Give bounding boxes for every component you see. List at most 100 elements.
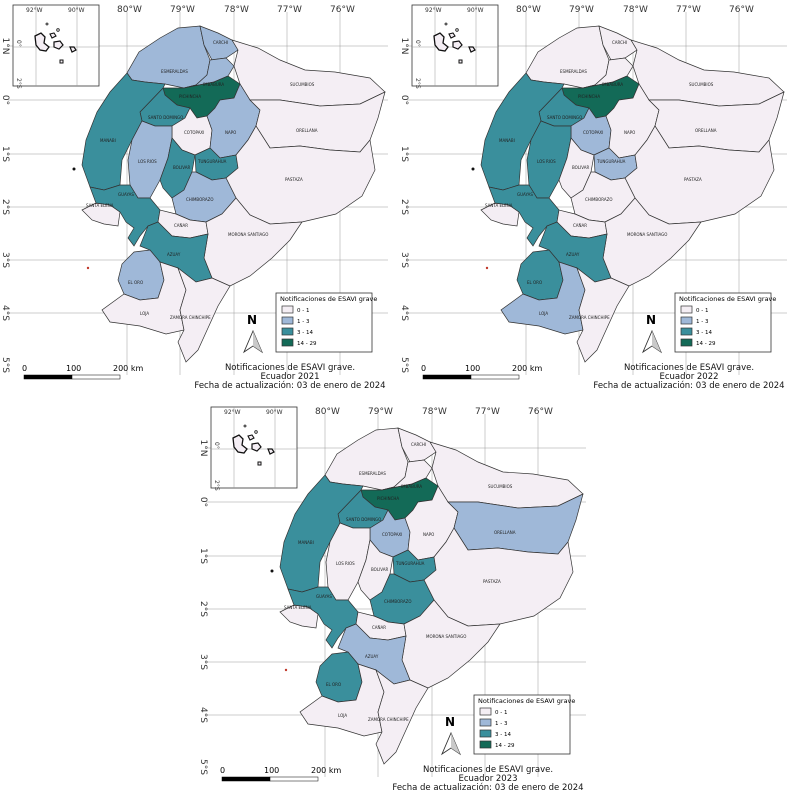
province-labels: ESMERALDAS CARCHI IMBABURA PICHINCHA SUC… <box>86 40 318 320</box>
province-label: MORONA SANTIAGO <box>627 232 667 237</box>
legend-label: 0 - 1 <box>297 308 309 314</box>
lon-ticks: 80°W 79°W 78°W 77°W 76°W <box>117 5 355 15</box>
province-label: SANTA ELENA <box>485 203 513 208</box>
lon-tick: 79°W <box>569 5 594 15</box>
island-small <box>444 22 448 26</box>
scale-label: 200 km <box>113 364 143 373</box>
province-zamora-chinchipe[interactable] <box>375 668 429 765</box>
north-label: N <box>247 313 257 327</box>
island-santiago <box>49 32 57 39</box>
coast-point-marker <box>72 167 76 171</box>
province-label: ZAMORA CHINCHIPE <box>170 315 211 320</box>
scale-label: 200 km <box>512 364 542 373</box>
province-sucumbios[interactable] <box>429 441 584 509</box>
province-label: CARCHI <box>213 40 228 45</box>
inset-lon-tick: 92°W <box>425 7 442 14</box>
scale-bar: 0 100 200 km <box>22 364 143 380</box>
map-panel-2021: 80°W 79°W 78°W 77°W 76°W 1°N 0° 1°S 2°S … <box>0 0 390 395</box>
province-sucumbios[interactable] <box>231 39 386 107</box>
legend-swatch <box>281 305 294 314</box>
lat-tick: 4°S <box>399 305 409 321</box>
galapagos-inset: 92°W 90°W 0° 2°S <box>411 4 499 89</box>
inset-lon-tick: 90°W <box>467 7 484 14</box>
province-carchi[interactable] <box>598 25 638 61</box>
lat-tick: 0° <box>0 95 10 105</box>
scale-label: 0 <box>22 364 27 373</box>
province-label: SUCUMBIOS <box>290 82 315 87</box>
province-label: EL ORO <box>128 280 143 285</box>
inset-lon-tick: 90°W <box>266 409 283 416</box>
province-label: SANTA ELENA <box>86 203 114 208</box>
island-santiago <box>448 32 456 39</box>
map-date: Fecha de actualización: 03 de enero de 2… <box>593 380 784 391</box>
province-carchi[interactable] <box>397 427 437 463</box>
province-label: LOJA <box>140 311 149 316</box>
island-small <box>56 28 60 32</box>
island-isabela <box>232 434 248 454</box>
legend-label: 3 - 14 <box>297 330 313 336</box>
province-guayas[interactable] <box>488 184 560 247</box>
caption: Notificaciones de ESAVI grave. Ecuador 2… <box>392 765 583 793</box>
map-subtitle: Ecuador 2021 <box>260 372 319 382</box>
lat-ticks: 1°N 0° 1°S 2°S 3°S 4°S 5°S <box>198 440 208 776</box>
lat-tick: 2°S <box>399 199 409 215</box>
island-santa-cruz <box>452 40 463 50</box>
province-label: EL ORO <box>527 280 542 285</box>
province-label: EL ORO <box>326 682 341 687</box>
lon-tick: 77°W <box>676 5 701 15</box>
province-label: CARCHI <box>612 40 627 45</box>
legend-swatch <box>479 729 492 738</box>
legend-label: 1 - 3 <box>297 319 310 325</box>
province-sucumbios[interactable] <box>630 39 785 107</box>
province-label: TUNGURAHUA <box>197 159 227 164</box>
province-label: ESMERALDAS <box>560 69 587 74</box>
province-label: ZAMORA CHINCHIPE <box>569 315 610 320</box>
inset-lat-tick: 2°S <box>213 480 220 491</box>
lat-tick: 3°S <box>399 252 409 268</box>
province-label: BOLIVAR <box>572 165 589 170</box>
province-label: CHIMBORAZO <box>384 599 412 604</box>
lon-tick: 76°W <box>528 407 553 417</box>
island-san-cristobal <box>69 46 77 53</box>
province-zamora-chinchipe[interactable] <box>576 266 630 363</box>
province-label: PASTAZA <box>684 177 702 182</box>
scale-label: 100 <box>264 766 279 775</box>
legend-title: Notificaciones de ESAVI grave <box>280 295 377 303</box>
province-label: AZUAY <box>365 654 379 659</box>
province-esmeraldas[interactable] <box>525 25 610 89</box>
lon-tick: 80°W <box>315 407 340 417</box>
province-label: CAÑAR <box>372 625 386 630</box>
inset-lat-tick: 0° <box>15 40 22 47</box>
province-manabi[interactable] <box>279 474 364 593</box>
scale-label: 0 <box>220 766 225 775</box>
province-esmeraldas[interactable] <box>126 25 211 89</box>
province-carchi[interactable] <box>199 25 239 61</box>
province-guayas[interactable] <box>89 184 161 247</box>
province-label: PICHINCHA <box>578 94 600 99</box>
province-label: ESMERALDAS <box>161 69 188 74</box>
province-manabi[interactable] <box>480 72 565 191</box>
province-label: IMBABURA <box>401 484 422 489</box>
province-guayas[interactable] <box>287 586 359 649</box>
province-label: NAPO <box>624 130 635 135</box>
legend-swatch <box>479 740 492 749</box>
inset-lon-tick: 90°W <box>68 7 85 14</box>
north-arrow-icon: N <box>440 715 462 756</box>
province-zamora-chinchipe[interactable] <box>177 266 231 363</box>
coast-point-marker <box>485 266 489 270</box>
province-esmeraldas[interactable] <box>324 427 409 491</box>
island-floreana <box>257 461 262 466</box>
legend-swatch <box>680 305 693 314</box>
legend-label: 3 - 14 <box>696 330 712 336</box>
legend-label: 0 - 1 <box>495 710 507 716</box>
province-layer <box>480 25 785 363</box>
map-title: Notificaciones de ESAVI grave. <box>624 363 754 373</box>
province-manabi[interactable] <box>81 72 166 191</box>
legend-swatch <box>680 327 693 336</box>
province-label: TUNGURAHUA <box>596 159 626 164</box>
province-label: CHIMBORAZO <box>585 197 613 202</box>
province-label: COTOPAXI <box>382 532 402 537</box>
island-san-cristobal <box>468 46 476 53</box>
island-san-cristobal <box>267 448 275 455</box>
island-floreana <box>59 59 64 64</box>
